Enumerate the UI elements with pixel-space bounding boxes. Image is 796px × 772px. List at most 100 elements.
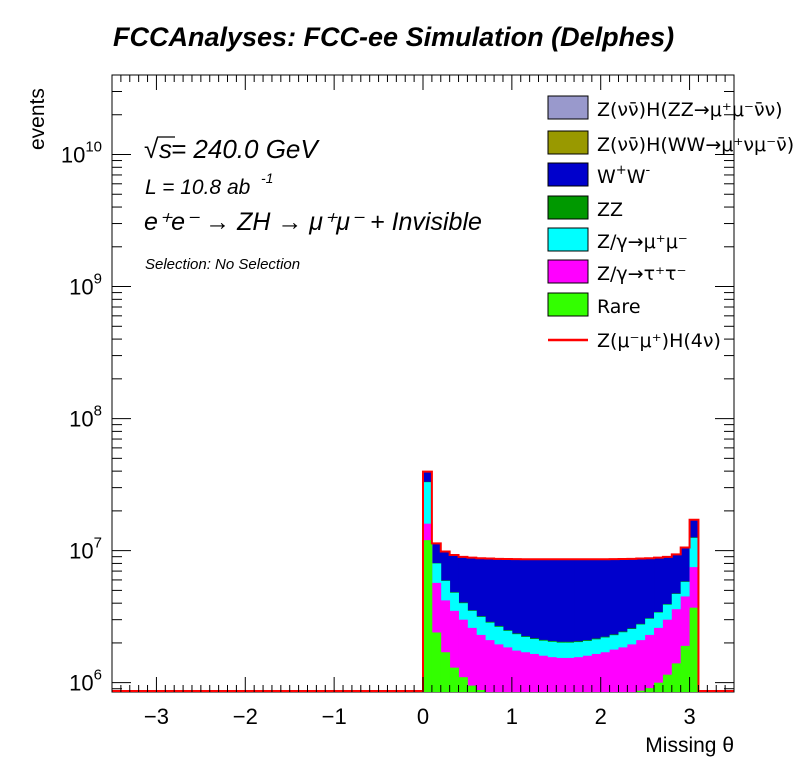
annotation-process: e⁺e⁻ → ZH → μ⁺μ⁻ + Invisible	[144, 208, 482, 236]
y-axis: 106 107 108 109 1010	[61, 74, 734, 696]
bar-s1-b5	[467, 627, 477, 692]
y-tick-label: 106	[69, 667, 102, 696]
bar-s4-b21	[609, 559, 619, 692]
legend-label-zmumu: Z/γ→μ⁺μ⁻	[597, 231, 688, 253]
legend-item-ztautau: Z/γ→τ⁺τ⁻	[547, 259, 687, 285]
bar-s4-b17	[574, 559, 584, 692]
bar-s1-b26	[654, 627, 664, 692]
legend-item-zmumu: Z/γ→μ⁺μ⁻	[547, 227, 688, 253]
bar-s1-b27	[662, 619, 673, 692]
chart-title: FCCAnalyses: FCC-ee Simulation (Delphes)	[113, 22, 674, 52]
bar-s1-b16	[565, 657, 575, 692]
bar-s1-b3	[449, 610, 459, 692]
bar-s1-b23	[627, 644, 637, 692]
legend-label-ztautau: Z/γ→τ⁺τ⁻	[597, 263, 687, 285]
legend: Z(νν̄)H(ZZ→μ⁺μ⁻ν̄ν) Z(νν̄)H(WW→μ⁺νμ⁻ν̄) …	[547, 95, 794, 352]
y-axis-label: events	[26, 88, 49, 150]
bar-s0-b1	[431, 632, 442, 692]
legend-swatch-zh-zz	[547, 95, 589, 120]
bar-s1-b10	[511, 650, 522, 692]
bar-s1-b22	[618, 647, 628, 692]
lumi-exp: -1	[261, 170, 273, 186]
bar-s1-b17	[574, 657, 584, 692]
bar-s0-b6	[476, 690, 486, 692]
legend-swatch-ww	[547, 162, 589, 187]
legend-label-rare: Rare	[597, 296, 641, 318]
bar-s1-b19	[591, 653, 602, 692]
bar-s0-b0	[423, 540, 433, 692]
legend-swatch-zh-ww	[547, 130, 589, 155]
bar-s0-b3	[449, 667, 459, 692]
energy-s: s	[159, 134, 172, 164]
bar-s1-b6	[476, 634, 486, 692]
bar-s0-b5	[467, 685, 477, 692]
energy-value: = 240.0 GeV	[171, 134, 320, 164]
legend-swatch-zmumu	[547, 227, 589, 252]
x-tick-label: 3	[683, 704, 695, 729]
y-tick-label: 109	[69, 271, 102, 300]
bar-s4-b16	[565, 559, 575, 692]
bar-s1-b14	[547, 657, 557, 692]
x-tick-label: 2	[595, 704, 607, 729]
legend-item-signal: Z(μ⁻μ⁺)H(4ν)	[548, 330, 721, 352]
bar-s0-b28	[671, 663, 682, 692]
bar-s1-b28	[671, 609, 682, 692]
signal-line	[112, 470, 734, 692]
y-tick-label: 107	[69, 535, 102, 564]
legend-label-zz: ZZ	[597, 199, 623, 221]
bar-s4-b11	[520, 559, 531, 692]
legend-swatch-ztautau	[547, 259, 589, 284]
annotation-energy: √ s = 240.0 GeV	[144, 134, 320, 164]
bar-s1-b13	[538, 655, 548, 692]
legend-label-signal: Z(μ⁻μ⁺)H(4ν)	[597, 330, 721, 352]
bar-s1-b29	[680, 596, 690, 692]
bar-s4-b19	[591, 559, 602, 692]
bar-s0-b30	[689, 607, 699, 692]
bar-s1-b18	[582, 655, 593, 692]
x-tick-label: −2	[233, 704, 258, 729]
bar-s1-b20	[600, 652, 610, 692]
annotation-lumi: L = 10.8 ab -1	[145, 170, 273, 199]
bar-s1-b24	[636, 640, 646, 692]
x-axis: −3 −2 −1 0 1 2 3	[111, 75, 735, 729]
bar-s1-b11	[520, 652, 531, 692]
legend-swatch-rare	[547, 292, 589, 317]
x-tick-label: 1	[506, 704, 518, 729]
bar-s4-b23	[627, 559, 637, 692]
bar-s0-b4	[458, 677, 468, 692]
bar-s4-b18	[582, 559, 593, 692]
bar-s1-b7	[485, 640, 495, 692]
bar-s4-b9	[502, 559, 513, 692]
lumi-base: L = 10.8 ab	[145, 176, 251, 199]
sqrt-symbol: √	[144, 134, 159, 164]
y-tick-label: 108	[69, 403, 102, 432]
x-tick-label: 0	[417, 704, 429, 729]
bar-s1-b2	[440, 600, 451, 692]
bar-s1-b25	[645, 634, 655, 692]
bar-s0-b2	[440, 652, 451, 692]
bar-s4-b8	[494, 559, 504, 692]
bar-s1-b4	[458, 619, 468, 692]
legend-label-zh-ww: Z(νν̄)H(WW→μ⁺νμ⁻ν̄)	[597, 134, 794, 156]
legend-item-zh-zz: Z(νν̄)H(ZZ→μ⁺μ⁻ν̄ν)	[547, 95, 783, 121]
legend-item-ww: W+W-	[547, 162, 651, 188]
bar-s4-b14	[547, 559, 557, 692]
bar-s1-b12	[529, 653, 539, 692]
bar-s0-b27	[662, 674, 673, 692]
bar-s4-b13	[538, 559, 548, 692]
bar-s4-b22	[618, 559, 628, 692]
bar-s4-b12	[529, 559, 539, 692]
bar-s1-b9	[502, 647, 513, 692]
legend-swatch-zz	[547, 195, 589, 220]
histogram-stack	[423, 471, 699, 692]
x-tick-label: −3	[144, 704, 169, 729]
bar-s4-b20	[600, 559, 610, 692]
legend-item-zz: ZZ	[547, 195, 623, 221]
bar-s0-b26	[654, 682, 664, 692]
x-tick-label: −1	[322, 704, 347, 729]
bar-s0-b24	[636, 690, 646, 692]
bar-s4-b10	[511, 559, 522, 692]
bar-s1-b8	[494, 644, 504, 692]
legend-item-zh-ww: Z(νν̄)H(WW→μ⁺νμ⁻ν̄)	[547, 130, 794, 156]
